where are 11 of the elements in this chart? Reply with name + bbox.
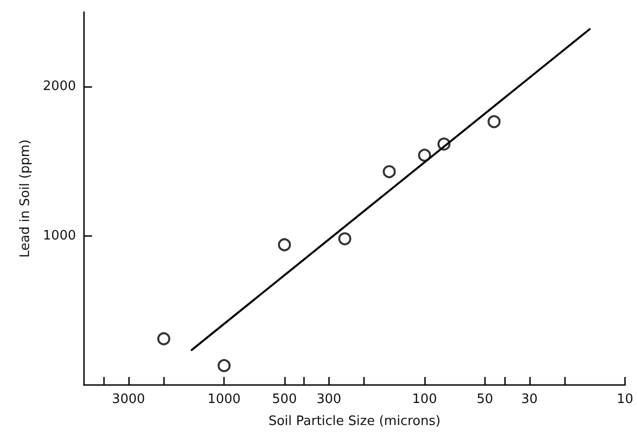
x-tick-label: 500 <box>272 392 297 407</box>
x-tick-label: 10 <box>616 392 634 407</box>
x-tick-label: 50 <box>476 392 494 407</box>
x-tick-label: 100 <box>412 392 437 407</box>
x-axis-title: Soil Particle Size (microns) <box>268 414 441 429</box>
x-tick-label: 3000 <box>112 392 146 407</box>
x-tick-label: 300 <box>316 392 342 407</box>
y-axis-title: Lead in Soil (ppm) <box>18 139 33 258</box>
y-tick-label: 2000 <box>42 79 76 94</box>
x-tick-label: 30 <box>521 392 538 407</box>
x-tick-label: 1000 <box>208 392 241 407</box>
